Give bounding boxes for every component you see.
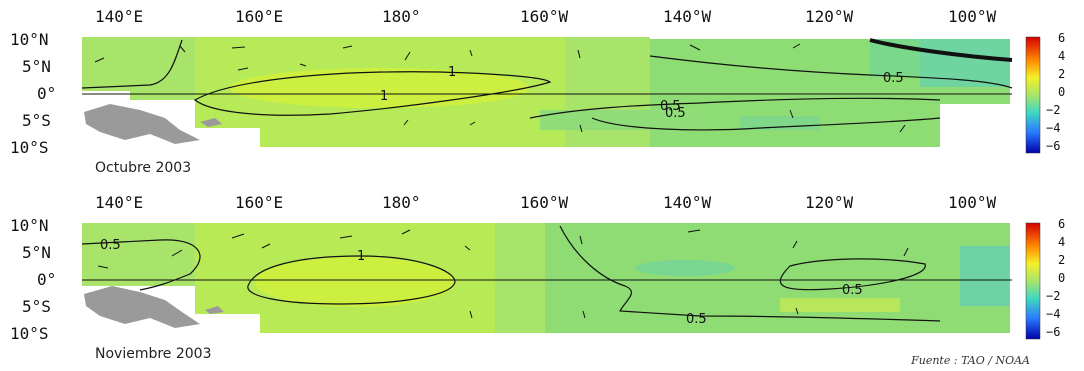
- y-tick-label: 10°S: [10, 324, 49, 343]
- colorbar-tick: −6: [1046, 325, 1060, 339]
- colorbar-tick: 0: [1058, 271, 1065, 285]
- map-october: 140°E 160°E 180° 160°W 140°W 120°W 100°W…: [10, 7, 1065, 157]
- colorbar-tick: 6: [1058, 217, 1065, 231]
- colorbar-tick: 2: [1058, 67, 1065, 81]
- panel-october: 140°E 160°E 180° 160°W 140°W 120°W 100°W…: [0, 0, 1084, 185]
- anomaly-field: [82, 223, 1012, 341]
- contour-lines: [81, 38, 1013, 131]
- x-tick-label: 180°: [382, 7, 421, 26]
- month-label: Noviembre 2003: [95, 346, 212, 362]
- contour-label: 0.5: [665, 106, 686, 121]
- colorbar-tick: −4: [1046, 307, 1060, 321]
- new-guinea-land: [84, 104, 200, 144]
- x-tick-label: 160°W: [520, 7, 569, 26]
- contour-label: 0.5: [883, 71, 904, 86]
- x-tick-label: 100°W: [948, 193, 997, 212]
- new-guinea-land: [84, 286, 200, 328]
- x-tick-label: 140°W: [663, 193, 712, 212]
- colorbar-tick: 4: [1058, 235, 1065, 249]
- y-tick-label: 0°: [37, 270, 56, 289]
- colorbar-tick: 0: [1058, 85, 1065, 99]
- y-tick-label: 10°S: [10, 138, 49, 157]
- x-tick-label: 140°W: [663, 7, 712, 26]
- y-tick-label: 10°N: [10, 30, 49, 49]
- x-tick-label: 160°E: [235, 193, 283, 212]
- colorbar-tick: −2: [1046, 103, 1060, 117]
- y-tick-label: 5°S: [22, 297, 51, 316]
- map-november: 140°E 160°E 180° 160°W 140°W 120°W 100°W…: [10, 193, 1065, 343]
- colorbar: [1025, 36, 1041, 154]
- y-tick-label: 5°N: [22, 243, 51, 262]
- contour-lines: [81, 225, 941, 322]
- colorbar: [1025, 222, 1041, 340]
- colorbar-tick: −2: [1046, 289, 1060, 303]
- colorbar-tick: 6: [1058, 31, 1065, 45]
- colorbar-tick: −6: [1046, 139, 1060, 153]
- contour-label: 0.5: [842, 283, 863, 298]
- contour-label: 0.5: [660, 99, 681, 114]
- x-tick-label: 160°W: [520, 193, 569, 212]
- colorbar-tick: 4: [1058, 49, 1065, 63]
- contour-label: 0.5: [100, 238, 121, 253]
- y-tick-label: 5°N: [22, 57, 51, 76]
- x-tick-label: 160°E: [235, 7, 283, 26]
- colorbar-tick: −4: [1046, 121, 1060, 135]
- y-tick-label: 10°N: [10, 216, 49, 235]
- wind-vectors: [94, 43, 906, 133]
- x-tick-label: 120°W: [805, 7, 854, 26]
- colorbar-tick: 2: [1058, 253, 1065, 267]
- y-tick-label: 0°: [37, 84, 56, 103]
- contour-label: 0.5: [686, 312, 707, 327]
- source-credit: Fuente : TAO / NOAA: [911, 354, 1030, 367]
- wind-vectors: [97, 229, 909, 319]
- y-tick-label: 5°S: [22, 111, 51, 130]
- x-tick-label: 140°E: [95, 7, 143, 26]
- x-tick-label: 120°W: [805, 193, 854, 212]
- x-tick-label: 180°: [382, 193, 421, 212]
- x-tick-label: 140°E: [95, 193, 143, 212]
- month-label: Octubre 2003: [95, 160, 192, 176]
- contour-label: 1: [448, 65, 456, 80]
- contour-label: 1: [380, 89, 388, 104]
- contour-label: 1: [357, 249, 365, 264]
- panel-november: 140°E 160°E 180° 160°W 140°W 120°W 100°W…: [0, 186, 1084, 371]
- x-tick-label: 100°W: [948, 7, 997, 26]
